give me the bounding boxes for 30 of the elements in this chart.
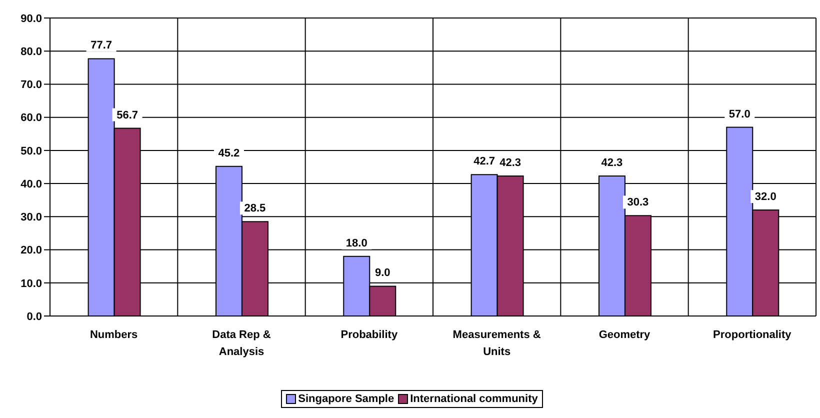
y-tick-label: 80.0 [20,46,42,58]
y-tick-label: 10.0 [20,278,42,290]
y-tick-label: 60.0 [20,112,42,124]
data-label: 57.0 [728,108,750,120]
legend-label: Singapore Sample [297,393,394,405]
x-tick-label: Geometry [598,329,652,341]
x-tick-label: Proportionality [713,329,792,341]
x-tick-label: Measurements & Units [452,329,541,358]
data-label: 56.7 [116,109,138,122]
x-tick-label: Data Rep & Analysis [212,329,271,358]
data-label: 18.0 [346,237,368,250]
data-label: 28.5 [244,202,266,215]
y-tick-label: 40.0 [20,178,42,190]
y-tick-label: 90.0 [20,12,42,25]
y-tick-label: 20.0 [20,244,42,257]
legend-label: International community [409,393,538,405]
y-tick-label: 30.0 [20,212,42,224]
x-tick-label: Numbers [90,329,138,341]
data-label: 42.3 [500,156,522,169]
y-tick-label: 0.0 [26,310,42,323]
data-label: 9.0 [374,267,390,280]
data-label: 42.3 [601,156,623,169]
data-label: 77.7 [90,40,112,52]
x-tick-label: Probability [340,329,398,341]
data-label: 45.2 [218,147,240,160]
data-label: 32.0 [754,191,776,204]
y-tick-label: 50.0 [20,145,42,158]
data-label: 42.7 [474,156,496,168]
y-tick-label: 70.0 [20,79,42,92]
data-label: 30.3 [627,196,649,209]
